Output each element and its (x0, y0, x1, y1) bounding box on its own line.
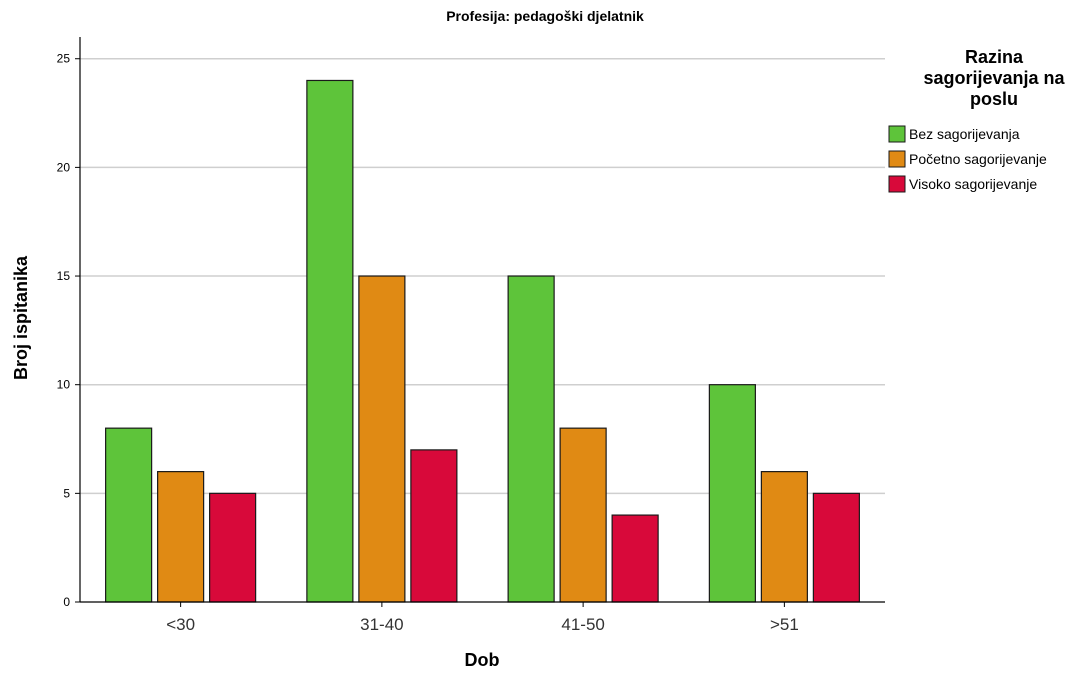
x-tick-label-1: 31-40 (360, 615, 403, 634)
y-tick-label-5: 5 (63, 486, 70, 500)
bar-2-2 (611, 514, 659, 603)
y-tick-label-15: 15 (57, 269, 71, 283)
bars (105, 79, 860, 603)
legend-title-line-1: Razina (965, 47, 1024, 67)
legend-label-2: Visoko sagorijevanje (909, 176, 1037, 192)
axes (79, 37, 885, 603)
chart-title: Profesija: pedagoški djelatnik (446, 8, 644, 24)
legend-label-1: Početno sagorijevanje (909, 151, 1047, 167)
bar-3-2 (812, 492, 860, 603)
legend-label-0: Bez sagorijevanja (909, 126, 1020, 142)
legend-swatch-0 (888, 125, 906, 143)
bar-2-0 (507, 275, 555, 603)
y-tick-label-25: 25 (57, 52, 71, 66)
y-tick-label-10: 10 (57, 378, 71, 392)
y-axis-title: Broj ispitanika (11, 255, 31, 380)
y-tick-label-20: 20 (57, 160, 71, 174)
y-axis-ticks: 0 5 10 15 20 25 (57, 52, 80, 609)
bar-0-1 (157, 471, 205, 603)
x-tick-label-3: >51 (770, 615, 799, 634)
x-axis-tick-labels: <30 31-40 41-50 >51 (166, 602, 799, 634)
bar-0-0 (105, 427, 153, 603)
legend-title-line-2: sagorijevanja na (923, 68, 1065, 88)
x-tick-label-0: <30 (166, 615, 195, 634)
y-tick-label-0: 0 (63, 595, 70, 609)
bar-2-1 (559, 427, 607, 603)
legend: Razina sagorijevanja na poslu Bez sagori… (888, 47, 1066, 193)
bar-0-2 (209, 492, 257, 603)
legend-swatch-2 (888, 175, 906, 193)
legend-swatch-1 (888, 150, 906, 168)
legend-items: Bez sagorijevanja Početno sagorijevanje Vi… (888, 125, 1047, 193)
legend-title-line-3: poslu (970, 89, 1018, 109)
gridlines (80, 57, 885, 495)
bar-1-2 (410, 449, 458, 603)
bar-3-0 (708, 384, 756, 603)
bar-3-1 (760, 471, 808, 603)
bar-1-0 (306, 79, 354, 603)
x-tick-label-2: 41-50 (561, 615, 604, 634)
x-axis-title: Dob (465, 650, 500, 670)
bar-1-1 (358, 275, 406, 603)
